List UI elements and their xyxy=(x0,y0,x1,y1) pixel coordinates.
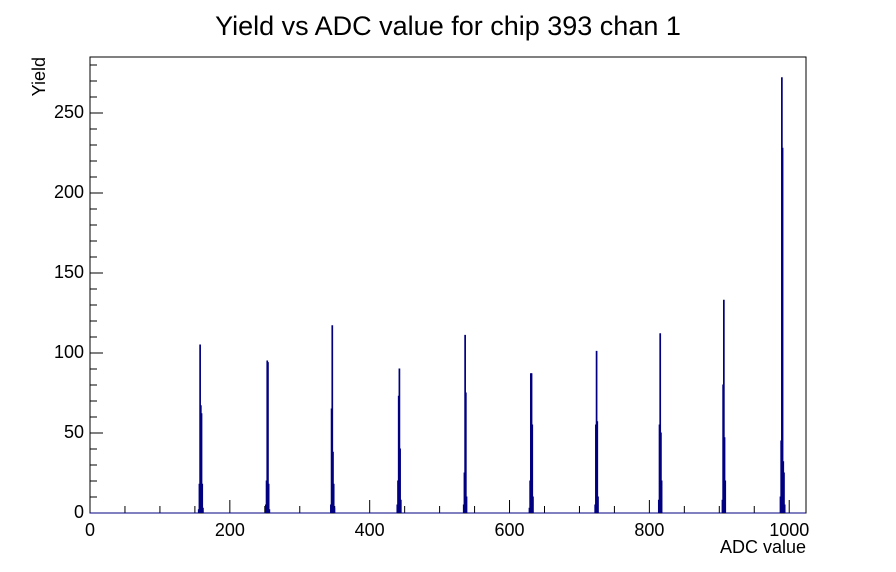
x-tick-label: 800 xyxy=(634,520,664,540)
x-tick-label: 0 xyxy=(85,520,95,540)
histogram-bin xyxy=(596,421,599,513)
histogram-bin xyxy=(783,472,785,513)
histogram-bin xyxy=(333,507,336,513)
histogram-bin xyxy=(659,333,662,513)
histogram-bin xyxy=(532,496,534,513)
x-tick-label: 600 xyxy=(495,520,525,540)
histogram-bin xyxy=(660,432,662,513)
histogram-bin xyxy=(722,299,725,513)
histogram-bin xyxy=(531,424,534,513)
histogram-bin xyxy=(724,480,727,513)
histogram-bin xyxy=(398,368,401,513)
histogram-bin xyxy=(597,496,599,513)
histogram-bin xyxy=(332,483,335,513)
x-axis-label: ADC value xyxy=(720,537,806,557)
y-tick-label: 200 xyxy=(54,182,84,202)
histogram-bin xyxy=(723,437,726,513)
histogram-bin xyxy=(465,496,468,513)
y-tick-label: 250 xyxy=(54,102,84,122)
histogram-bin xyxy=(202,507,204,513)
histogram-bin xyxy=(268,509,271,513)
chart-title: Yield vs ADC value for chip 393 chan 1 xyxy=(215,11,681,41)
y-tick-label: 50 xyxy=(64,422,84,442)
y-tick-label: 0 xyxy=(74,502,84,522)
histogram-bin xyxy=(399,499,402,513)
histogram-bin xyxy=(783,504,786,513)
x-tick-label: 1000 xyxy=(769,520,809,540)
histogram-bin xyxy=(267,362,269,513)
histogram-bin xyxy=(399,448,401,513)
histogram-bin xyxy=(332,451,334,513)
histogram-bin xyxy=(331,325,334,513)
y-tick-label: 100 xyxy=(54,342,84,362)
y-axis-label: Yield xyxy=(29,57,49,96)
y-tick-label: 150 xyxy=(54,262,84,282)
histogram-bin xyxy=(464,392,467,513)
histogram-bin xyxy=(200,413,203,513)
x-tick-label: 200 xyxy=(215,520,245,540)
histogram-bin xyxy=(781,147,784,513)
histogram-bin xyxy=(660,480,663,513)
histogram-bin xyxy=(201,483,204,513)
histogram-bin xyxy=(267,483,270,513)
x-tick-label: 400 xyxy=(355,520,385,540)
